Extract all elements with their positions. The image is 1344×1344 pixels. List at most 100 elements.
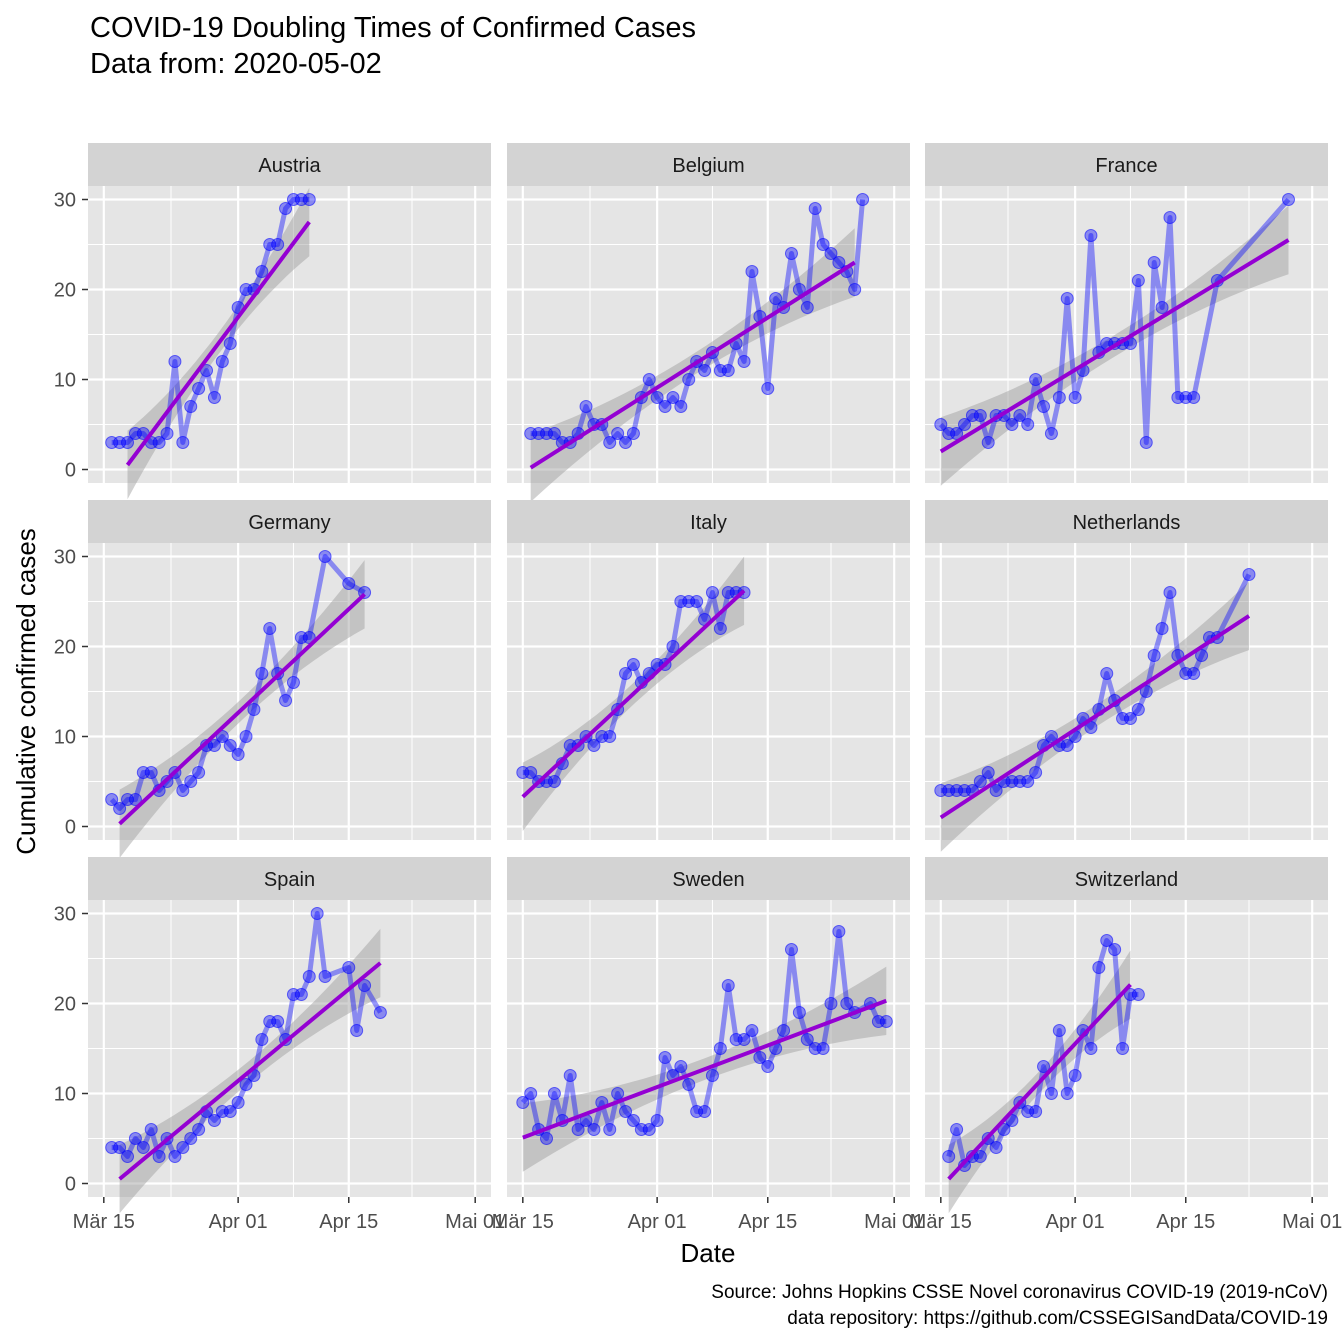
data-point: [239, 1078, 253, 1091]
strip-background: [507, 857, 910, 900]
data-point: [761, 1060, 775, 1073]
y-tick-label: 30: [54, 190, 76, 212]
data-point: [816, 1042, 830, 1055]
data-point: [263, 622, 277, 635]
data-point: [1123, 712, 1137, 725]
panel-italy: Italy: [507, 500, 910, 840]
data-point: [682, 1078, 696, 1091]
data-point: [611, 427, 625, 440]
data-point: [690, 595, 704, 608]
data-point: [713, 622, 727, 635]
data-point: [777, 1024, 791, 1037]
facet-chart: Austria 0 10 20 30 Belgium France Germany 0 10 20 3…: [11, 143, 1342, 1268]
data-point: [619, 436, 633, 449]
data-point: [279, 202, 293, 215]
y-tick-label: 0: [65, 460, 76, 482]
panel-sweden: Sweden Mär 15 Apr 01 Apr 15 Mai 01: [492, 857, 924, 1233]
data-point: [1021, 418, 1035, 431]
x-tick-label: Apr 15: [1156, 1211, 1215, 1233]
data-point: [603, 1123, 617, 1136]
data-point: [1187, 667, 1201, 680]
data-point: [619, 667, 633, 680]
series-line: [938, 197, 1291, 445]
data-point: [524, 1087, 538, 1100]
data-point: [792, 1006, 806, 1019]
data-point: [1147, 256, 1161, 269]
data-point: [121, 1150, 135, 1163]
data-point: [603, 436, 617, 449]
data-point: [152, 1150, 166, 1163]
data-point: [611, 1087, 625, 1100]
data-point: [1147, 649, 1161, 662]
data-point: [721, 364, 735, 377]
x-tick-label: Apr 01: [1046, 1211, 1105, 1233]
data-point: [1139, 685, 1153, 698]
data-point: [587, 739, 601, 752]
data-point: [1092, 961, 1106, 974]
data-point: [176, 1141, 190, 1154]
data-point: [1052, 391, 1066, 404]
data-point: [626, 1114, 640, 1127]
data-point: [650, 391, 664, 404]
data-point: [1155, 301, 1169, 314]
data-point: [973, 775, 987, 788]
data-point: [1163, 211, 1177, 224]
x-tick-label: Apr 15: [738, 1211, 797, 1233]
data-point: [698, 1105, 712, 1118]
fit-line: [521, 589, 746, 799]
chart-subtitle: Data from: 2020-05-02: [90, 48, 382, 80]
data-point: [824, 247, 838, 260]
data-point: [113, 802, 127, 815]
data-point: [547, 775, 561, 788]
data-point: [642, 1123, 656, 1136]
x-tick-label: Mär 15: [492, 1211, 554, 1233]
data-point: [721, 979, 735, 992]
data-point: [176, 436, 190, 449]
x-axis-title: Date: [681, 1238, 736, 1268]
data-point: [350, 1024, 364, 1037]
data-point: [310, 907, 324, 920]
x-tick-label: Mai 01: [1282, 1211, 1342, 1233]
strip-label: Belgium: [672, 155, 744, 177]
x-tick-label: Mai 01: [445, 1211, 505, 1233]
fit-line: [529, 260, 856, 470]
data-point: [540, 1132, 554, 1145]
data-point: [279, 694, 293, 707]
data-point: [981, 766, 995, 779]
data-point: [824, 997, 838, 1010]
data-point: [666, 391, 680, 404]
x-tick-label: Apr 01: [628, 1211, 687, 1233]
fit-line: [947, 983, 1132, 1181]
data-point: [989, 1141, 1003, 1154]
strip-background: [925, 143, 1328, 186]
data-point: [184, 1132, 198, 1145]
series-line: [946, 938, 1139, 1168]
data-point: [666, 640, 680, 653]
y-axis-title: Cumulative confirmed cases: [11, 528, 41, 855]
data-point: [207, 1114, 221, 1127]
fit-line: [118, 592, 366, 826]
data-point: [192, 382, 206, 395]
data-point: [832, 256, 846, 269]
data-point: [784, 943, 798, 956]
data-point: [713, 1042, 727, 1055]
data-point: [856, 193, 870, 206]
data-point: [223, 739, 237, 752]
strip-background: [88, 857, 491, 900]
data-point: [207, 739, 221, 752]
x-tick-label: Apr 01: [209, 1211, 268, 1233]
data-point: [1037, 1060, 1051, 1073]
fit-line: [939, 614, 1251, 820]
data-point: [207, 391, 221, 404]
strip-label: Spain: [264, 869, 315, 891]
data-point: [626, 427, 640, 440]
y-tick-label: 0: [65, 1174, 76, 1196]
strip-label: France: [1095, 155, 1157, 177]
data-point: [1060, 292, 1074, 305]
data-point: [1068, 391, 1082, 404]
strip-label: Austria: [258, 155, 321, 177]
strip-background: [88, 143, 491, 186]
chart-title: COVID-19 Doubling Times of Confirmed Cas…: [90, 12, 697, 44]
data-point: [239, 730, 253, 743]
data-point: [1044, 730, 1058, 743]
